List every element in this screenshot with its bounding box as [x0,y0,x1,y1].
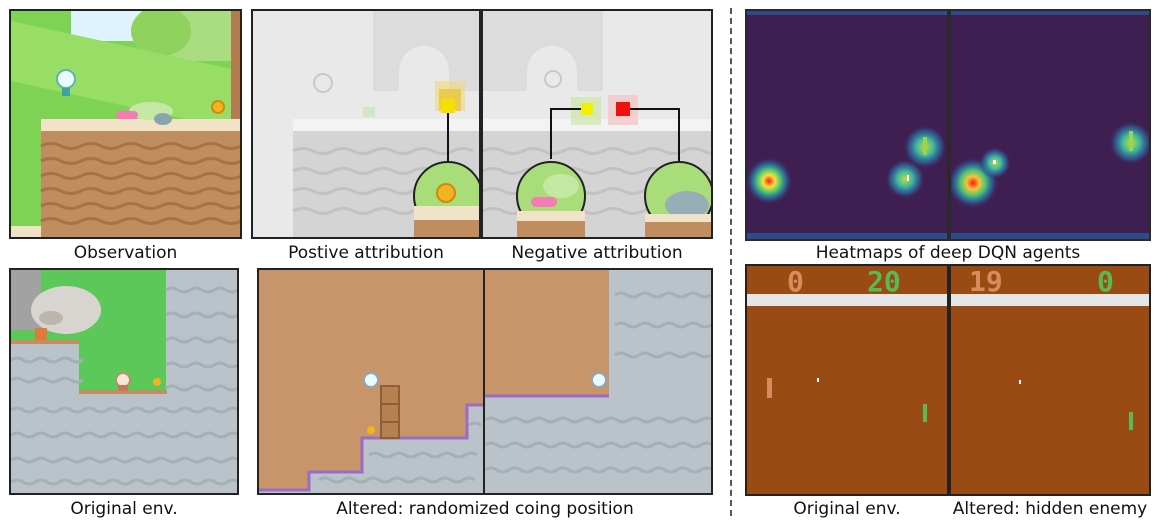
score-left: 0 [787,265,804,298]
caption-altered-coin: Altered: randomized coing position [336,499,634,519]
heatmap-panel-2 [949,9,1151,241]
dashed-divider [730,8,732,516]
caption-altered-enemy: Altered: hidden enemy [952,499,1148,519]
caption-original-env-right: Original env. [793,499,901,519]
score-left: 19 [969,265,1003,298]
caption-heatmaps: Heatmaps of deep DQN agents [815,243,1081,263]
positive-attribution-image [253,11,479,237]
paddle-left [767,378,772,398]
original-env-panel-coinrun [9,268,239,495]
pong-altered-panel: 19 0 [949,264,1151,496]
heatmap-panel-1 [745,9,949,241]
altered-coin-panel-a [257,268,485,495]
negative-attribution-image [483,11,711,237]
ball [817,378,819,382]
pong-original-panel: 0 20 [745,264,949,496]
caption-negative-attribution: Negative attribution [511,243,683,263]
altered-coin-panel-b [483,268,713,495]
caption-positive-attribution: Postive attribution [288,243,444,263]
observation-image [11,11,240,237]
pong-top-bar [951,294,1149,306]
caption-observation: Observation [73,243,178,263]
altered-coin-image-a [259,270,483,493]
original-env-image-coinrun [11,270,237,493]
positive-attribution-panel [251,9,481,239]
caption-original-env-left: Original env. [70,499,178,519]
paddle-right [1129,412,1133,430]
heatmap-image-2 [951,11,1149,239]
ball [1019,380,1021,384]
score-right: 20 [867,265,901,298]
pong-top-bar [747,294,947,306]
paddle-right [923,404,927,422]
altered-coin-image-b [485,270,711,493]
negative-attribution-panel [481,9,713,239]
heatmap-image-1 [747,11,947,239]
score-right: 0 [1097,265,1114,298]
observation-panel [9,9,242,239]
